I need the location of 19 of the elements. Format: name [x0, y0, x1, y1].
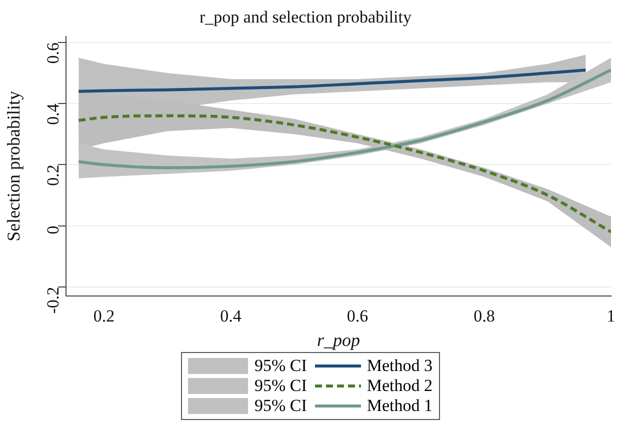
- text: 95% CI: [254, 356, 307, 376]
- x-axis-title: r_pop: [316, 330, 360, 350]
- legend-label: Method 2: [366, 376, 433, 396]
- chart-title: r_pop and selection probability: [200, 8, 412, 27]
- x-tick-label: 0.8: [474, 306, 495, 326]
- x-tick-label: 0.6: [346, 306, 368, 326]
- y-tick-label: 0.4: [43, 103, 62, 125]
- y-axis-title: Selection probability: [4, 90, 24, 242]
- legend-label: Method 1: [366, 396, 433, 416]
- y-tick-label: 0: [43, 226, 62, 234]
- y-tick-label: 0.2: [43, 164, 62, 186]
- x-tick-label: 0.4: [220, 306, 242, 326]
- legend-label: Method 3: [366, 356, 433, 376]
- y-tick-label: 0.6: [43, 42, 62, 64]
- text: 95% CI: [254, 396, 307, 416]
- x-tick-label: 1: [606, 306, 616, 326]
- x-tick-label: 0.2: [93, 306, 115, 326]
- text: 95% CI: [254, 376, 307, 396]
- y-tick-label: -0.2: [43, 286, 62, 314]
